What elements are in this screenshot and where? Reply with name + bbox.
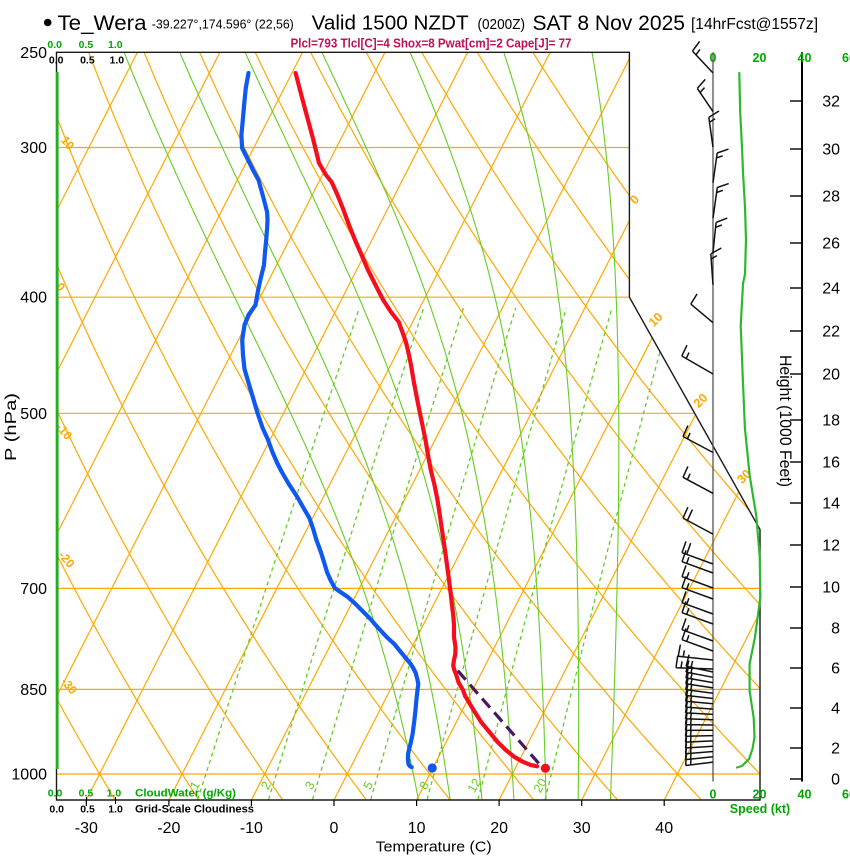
svg-text:60: 60 [842,51,850,65]
svg-text:300: 300 [20,140,47,157]
svg-text:(0200Z): (0200Z) [478,16,526,33]
svg-text:12: 12 [822,538,840,555]
svg-text:850: 850 [20,682,47,699]
svg-text:0.0: 0.0 [48,788,63,800]
svg-text:2: 2 [831,741,840,758]
svg-text:0.5: 0.5 [79,39,94,51]
svg-text:4: 4 [831,701,840,718]
svg-text:26: 26 [822,236,840,253]
svg-text:0: 0 [330,820,339,837]
svg-text:SAT 8 Nov 2025: SAT 8 Nov 2025 [533,12,686,35]
svg-text:700: 700 [20,581,47,598]
svg-text:Height (1000 Feet): Height (1000 Feet) [776,355,795,487]
svg-text:28: 28 [822,189,840,206]
svg-text:Plcl=793 Tlcl[C]=4 Shox=8 Pwat: Plcl=793 Tlcl[C]=4 Shox=8 Pwat[cm]=2 Cap… [291,36,572,51]
svg-text:Grid-Scale Cloudiness: Grid-Scale Cloudiness [135,803,254,815]
svg-text:12: 12 [465,776,484,795]
svg-text:18: 18 [822,413,840,430]
svg-text:0.0: 0.0 [49,55,64,67]
svg-text:P (hPa): P (hPa) [3,393,20,461]
svg-text:20: 20 [753,787,767,801]
svg-text:0.5: 0.5 [80,803,95,815]
svg-text:Te_Wera: Te_Wera [58,12,147,35]
svg-text:250: 250 [20,45,47,62]
svg-text:Temperature (C): Temperature (C) [376,840,492,856]
svg-text:40: 40 [798,51,812,65]
svg-text:8: 8 [831,621,840,638]
svg-text:-30: -30 [75,820,98,837]
svg-text:10: 10 [822,580,840,597]
svg-text:400: 400 [20,290,47,307]
svg-text:-20: -20 [157,820,180,837]
svg-text:1000: 1000 [11,767,47,784]
svg-text:40: 40 [655,820,673,837]
svg-text:24: 24 [822,281,840,298]
svg-text:0: 0 [710,787,717,801]
svg-text:16: 16 [822,455,840,472]
svg-text:Speed (kt): Speed (kt) [730,802,790,816]
svg-text:32: 32 [822,94,840,111]
svg-text:20: 20 [531,776,550,795]
svg-text:500: 500 [20,406,47,423]
svg-text:10: 10 [408,820,426,837]
svg-text:1.0: 1.0 [108,803,123,815]
svg-text:14: 14 [822,496,840,513]
svg-text:30: 30 [822,142,840,159]
svg-text:20: 20 [822,367,840,384]
svg-text:-10: -10 [240,820,263,837]
svg-text:[14hrFcst@1557z]: [14hrFcst@1557z] [691,16,818,33]
svg-text:1.0: 1.0 [107,788,122,800]
svg-text:CloudWater (g/Kg): CloudWater (g/Kg) [135,788,236,800]
svg-text:1.0: 1.0 [108,39,123,51]
svg-text:0.0: 0.0 [47,39,62,51]
svg-text:-39.227°,174.596° (22,56): -39.227°,174.596° (22,56) [152,16,294,31]
svg-text:6: 6 [831,661,840,678]
svg-text:Valid 1500 NZDT: Valid 1500 NZDT [312,13,469,35]
svg-text:40: 40 [798,787,812,801]
svg-text:0.0: 0.0 [49,803,64,815]
svg-text:60: 60 [842,787,850,801]
svg-text:22: 22 [822,324,840,341]
svg-text:20: 20 [753,51,767,65]
svg-text:0.5: 0.5 [80,55,95,67]
svg-text:20: 20 [490,820,508,837]
svg-text:1.0: 1.0 [109,55,124,67]
svg-text:0: 0 [831,772,840,789]
svg-text:0.5: 0.5 [79,788,94,800]
svg-text:30: 30 [573,820,591,837]
